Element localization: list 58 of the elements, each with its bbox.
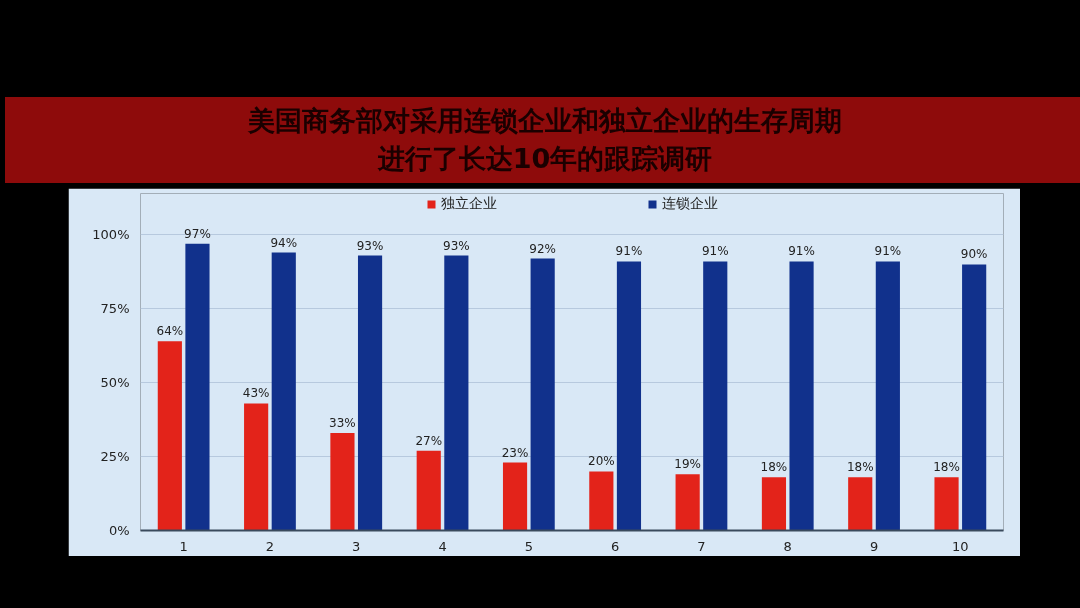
bar (589, 471, 614, 531)
data-label: 20% (588, 454, 615, 469)
data-label: 18% (760, 460, 788, 475)
y-tick-label: 75% (100, 301, 130, 317)
bar (934, 477, 959, 531)
data-label: 23% (501, 445, 529, 460)
data-label: 91% (615, 244, 643, 259)
data-label: 27% (415, 433, 443, 448)
bar (616, 261, 642, 531)
x-tick-label: 2 (265, 538, 275, 554)
x-tick-label: 9 (869, 538, 879, 554)
data-label: 91% (874, 244, 902, 259)
x-tick-label: 10 (952, 538, 969, 554)
y-tick-label: 0% (108, 523, 130, 538)
data-label: 91% (701, 244, 729, 259)
bar (848, 477, 873, 531)
bar (444, 255, 469, 531)
bar (675, 474, 700, 531)
data-label: 19% (674, 457, 701, 472)
data-label: 90% (960, 247, 988, 262)
x-tick-label: 7 (697, 538, 706, 554)
x-tick-label: 8 (783, 538, 792, 554)
bar (357, 255, 383, 531)
y-tick-label: 25% (100, 449, 130, 465)
chart-title: 美国商务部对采用连锁企业和独立企业的生存周期进行了长达10年的跟踪调研 (247, 104, 843, 176)
bar (157, 341, 182, 531)
legend-label: 连锁企业 (661, 195, 718, 213)
data-label: 93% (443, 238, 470, 253)
data-label: 93% (356, 238, 384, 253)
y-tick-label: 50% (100, 375, 130, 391)
data-label: 92% (529, 241, 556, 256)
data-label: 43% (242, 386, 270, 401)
bar (185, 243, 210, 531)
data-label: 64% (156, 324, 184, 339)
data-label: 91% (788, 244, 815, 259)
x-tick-label: 1 (179, 538, 188, 554)
data-label: 18% (846, 460, 874, 475)
data-label: 33% (329, 415, 356, 430)
x-tick-label: 3 (352, 538, 361, 554)
data-label: 94% (270, 235, 298, 250)
legend-label: 独立企业 (440, 195, 497, 213)
bar (789, 261, 814, 531)
bar (962, 264, 987, 531)
bar (703, 261, 728, 531)
data-label: 18% (933, 460, 960, 475)
bar (244, 403, 269, 531)
data-label: 97% (184, 226, 211, 241)
bar (530, 258, 555, 531)
bar (875, 261, 900, 531)
bar (416, 450, 441, 531)
bar (502, 462, 528, 531)
bar (271, 252, 296, 531)
x-tick-label: 6 (611, 538, 620, 554)
y-tick-label: 100% (92, 227, 130, 243)
x-tick-label: 5 (524, 538, 533, 554)
bar (761, 477, 787, 531)
bar (330, 432, 355, 531)
x-tick-label: 4 (438, 538, 447, 554)
